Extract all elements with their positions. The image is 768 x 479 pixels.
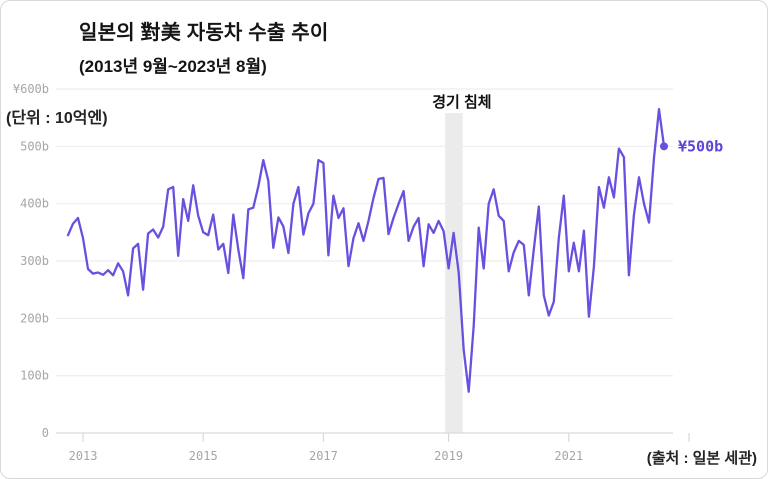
source-label: (출처 : 일본 세관) [646,450,757,467]
y-axis-label: 0 [42,426,49,440]
y-axis-label: 400b [20,197,49,211]
end-value-label: ¥500b [678,137,723,155]
export-series-line [66,107,666,393]
x-axis-label: 2021 [554,449,583,463]
y-axis-label: 100b [20,369,49,383]
unit-label: (단위 : 10억엔) [6,110,108,127]
y-axis-label: 200b [20,311,49,325]
chart-subtitle: (2013년 9월~2023년 8월) [79,57,267,76]
recession-annotation-label: 경기 침체 [432,93,491,111]
y-axis-label: 300b [20,254,49,268]
x-axis-label: 2017 [309,449,338,463]
chart-title: 일본의 對美 자동차 수출 추이 [79,22,329,44]
end-point-dot [660,142,668,151]
x-axis-label: 2013 [69,449,98,463]
x-axis-label: 2019 [434,449,463,463]
y-axis-label: ¥600b [13,82,49,96]
y-axis-label: 500b [20,139,49,153]
recession-band [445,113,463,433]
x-axis-label: 2015 [189,449,218,463]
